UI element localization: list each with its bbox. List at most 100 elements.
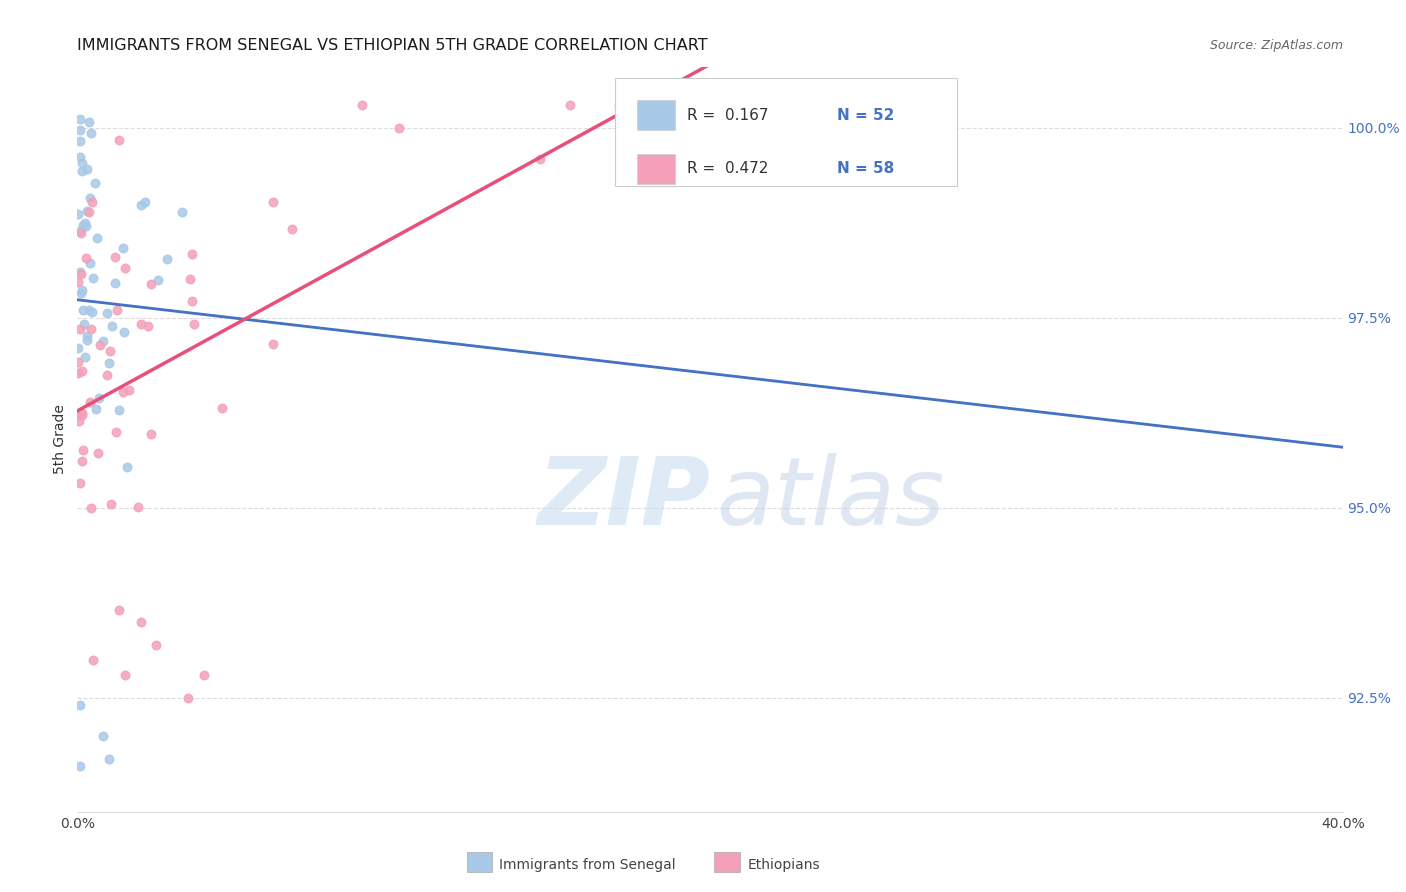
Point xyxy=(69,134,91,148)
Point xyxy=(84,402,107,417)
Point xyxy=(87,446,110,460)
Point xyxy=(75,219,97,233)
Point xyxy=(80,126,103,140)
Point xyxy=(76,162,98,177)
Point xyxy=(281,222,304,236)
Point xyxy=(129,615,152,629)
FancyBboxPatch shape xyxy=(616,78,957,186)
Point xyxy=(139,426,162,441)
Bar xyxy=(637,101,675,130)
Point xyxy=(66,341,89,355)
Point xyxy=(107,133,129,147)
Point xyxy=(67,275,90,289)
Point xyxy=(98,751,120,765)
Point xyxy=(72,443,94,458)
Point xyxy=(80,195,103,210)
Text: N = 52: N = 52 xyxy=(837,108,894,123)
Point xyxy=(79,394,101,409)
Point xyxy=(69,224,91,238)
Point xyxy=(558,98,581,112)
Point xyxy=(69,123,91,137)
Point xyxy=(145,638,167,652)
Point xyxy=(529,152,551,166)
Point xyxy=(172,205,194,219)
Point xyxy=(76,204,98,219)
Point xyxy=(70,156,93,170)
Point xyxy=(73,350,96,364)
Point xyxy=(115,459,138,474)
Point xyxy=(66,366,89,380)
Point xyxy=(70,283,93,297)
Point xyxy=(100,344,122,359)
Point xyxy=(91,334,114,349)
Point xyxy=(84,176,107,190)
Point xyxy=(146,273,169,287)
Point xyxy=(79,191,101,205)
Point xyxy=(179,271,201,285)
Text: Ethiopians: Ethiopians xyxy=(748,858,821,872)
Point xyxy=(127,500,149,514)
Y-axis label: 5th Grade: 5th Grade xyxy=(53,404,67,475)
Point xyxy=(134,194,156,209)
Point xyxy=(262,195,284,210)
Point xyxy=(136,318,159,333)
Point xyxy=(114,260,136,275)
Point xyxy=(70,454,93,468)
Point xyxy=(86,231,108,245)
Point xyxy=(139,277,162,291)
Point xyxy=(69,407,91,421)
Point xyxy=(77,114,100,128)
Point xyxy=(82,653,104,667)
Point xyxy=(97,356,120,370)
Point xyxy=(181,293,204,308)
Text: Immigrants from Senegal: Immigrants from Senegal xyxy=(499,858,676,872)
Text: atlas: atlas xyxy=(717,453,945,544)
Point xyxy=(100,497,122,511)
Point xyxy=(129,317,152,331)
Point xyxy=(70,163,93,178)
Point xyxy=(73,317,96,331)
Point xyxy=(107,403,129,417)
Point xyxy=(70,409,93,423)
Point xyxy=(262,336,284,351)
Point xyxy=(211,401,233,415)
Point xyxy=(67,207,90,221)
Point xyxy=(82,305,104,319)
Text: R =  0.167: R = 0.167 xyxy=(688,108,769,123)
Point xyxy=(70,406,93,420)
Point xyxy=(77,205,100,219)
Point xyxy=(118,384,141,398)
Point xyxy=(692,98,714,112)
Point xyxy=(183,317,205,331)
Point xyxy=(69,112,91,126)
Point xyxy=(180,247,202,261)
Point xyxy=(114,668,136,682)
Point xyxy=(75,252,97,266)
Point xyxy=(69,267,91,281)
Point xyxy=(193,668,215,682)
Bar xyxy=(637,154,675,184)
Point xyxy=(104,425,127,439)
Point xyxy=(104,277,127,291)
Point xyxy=(96,368,118,382)
Point xyxy=(112,241,135,255)
Point xyxy=(388,120,411,135)
Point xyxy=(72,219,94,233)
Point xyxy=(69,322,91,336)
Point xyxy=(80,501,103,516)
Text: N = 58: N = 58 xyxy=(837,161,894,177)
Point xyxy=(101,319,124,334)
Point xyxy=(91,729,114,743)
Point xyxy=(69,150,91,164)
Text: R =  0.472: R = 0.472 xyxy=(688,161,769,177)
Point xyxy=(67,355,90,369)
Point xyxy=(156,252,179,266)
Text: ZIP: ZIP xyxy=(537,453,710,545)
Point xyxy=(70,363,93,377)
Point xyxy=(177,690,200,705)
Point xyxy=(104,251,127,265)
Point xyxy=(82,270,104,285)
Point xyxy=(75,216,97,230)
Point xyxy=(607,98,630,112)
Point xyxy=(69,698,91,713)
